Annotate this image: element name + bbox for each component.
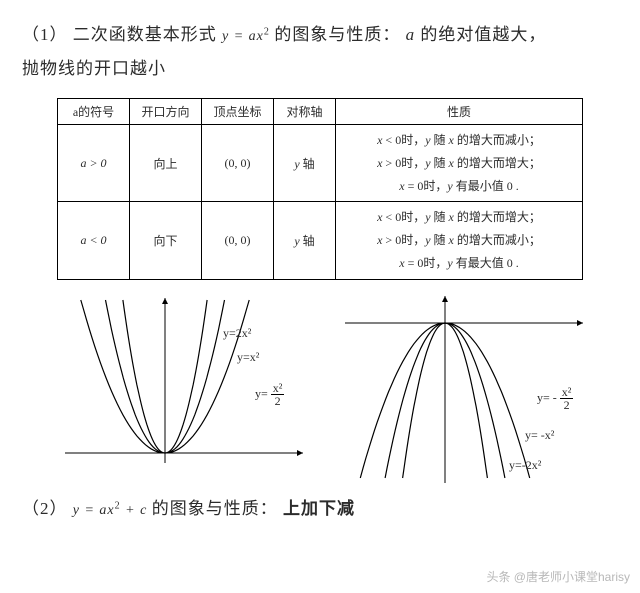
cell-sign: a > 0 bbox=[58, 125, 130, 202]
th-axis: 对称轴 bbox=[274, 99, 336, 125]
curve-label: y= - x²2 bbox=[537, 386, 573, 411]
cell-prop: x < 0时，y 随 x 的增大而增大； x > 0时，y 随 x 的增大而减小… bbox=[336, 202, 583, 279]
cell-dir: 向下 bbox=[130, 202, 202, 279]
table-row: a < 0 向下 (0, 0) y 轴 x < 0时，y 随 x 的增大而增大；… bbox=[58, 202, 583, 279]
chart-upward-parabolas: y=2x² y=x² y= x²2 bbox=[45, 288, 315, 488]
cell-dir: 向上 bbox=[130, 125, 202, 202]
p1: x < 0时，y 随 x 的增大而减小； bbox=[344, 129, 574, 152]
th-dir: 开口方向 bbox=[130, 99, 202, 125]
curve-label: y= -x² bbox=[525, 428, 554, 443]
th-prop: 性质 bbox=[336, 99, 583, 125]
sec1-post: 的图象与性质： bbox=[274, 25, 400, 44]
cell-sign: a < 0 bbox=[58, 202, 130, 279]
cell-axis: y 轴 bbox=[274, 125, 336, 202]
t: (0, 0) bbox=[225, 156, 251, 170]
sec2-formula: y = ax2 + c bbox=[73, 503, 152, 518]
curve-label: y=-2x² bbox=[509, 458, 541, 473]
p3: x = 0时，y 有最大值 0 . bbox=[344, 252, 574, 275]
cell-vertex: (0, 0) bbox=[202, 202, 274, 279]
curve-label: y=x² bbox=[237, 350, 259, 365]
sec2-post: 的图象与性质： bbox=[152, 499, 278, 518]
page: （1） 二次函数基本形式 y = ax2 的图象与性质： a 的绝对值越大， 抛… bbox=[0, 0, 640, 593]
t: a < 0 bbox=[80, 233, 106, 247]
sec1-line2: 抛物线的开口越小 bbox=[22, 59, 166, 78]
sec1-pre: 二次函数基本形式 bbox=[73, 25, 217, 44]
section-2-text: （2） y = ax2 + c 的图象与性质： 上加下减 bbox=[22, 494, 618, 519]
p2: x > 0时，y 随 x 的增大而增大； bbox=[344, 152, 574, 175]
section-1-text: （1） 二次函数基本形式 y = ax2 的图象与性质： a 的绝对值越大， 抛… bbox=[22, 18, 618, 86]
properties-table: a的符号 开口方向 顶点坐标 对称轴 性质 a > 0 向上 (0, 0) y … bbox=[57, 98, 583, 280]
p2: x > 0时，y 随 x 的增大而减小； bbox=[344, 229, 574, 252]
chart-downward-parabolas: y= - x²2 y= -x² y=-2x² bbox=[325, 288, 595, 488]
charts-row: y=2x² y=x² y= x²2 y= - x²2 y= -x² y=-2x² bbox=[22, 288, 618, 488]
table-header-row: a的符号 开口方向 顶点坐标 对称轴 性质 bbox=[58, 99, 583, 125]
sec1-formula: y = ax2 bbox=[222, 29, 274, 44]
t: a > 0 bbox=[80, 156, 106, 170]
cell-prop: x < 0时，y 随 x 的增大而减小； x > 0时，y 随 x 的增大而增大… bbox=[336, 125, 583, 202]
th-vertex: 顶点坐标 bbox=[202, 99, 274, 125]
cell-vertex: (0, 0) bbox=[202, 125, 274, 202]
th-sign: a的符号 bbox=[58, 99, 130, 125]
curve-label: y=2x² bbox=[223, 326, 251, 341]
watermark: 头条 @唐老师小课堂harisy bbox=[486, 568, 630, 585]
sec1-number: （1） bbox=[22, 25, 68, 44]
cell-axis: y 轴 bbox=[274, 202, 336, 279]
p3: x = 0时，y 有最小值 0 . bbox=[344, 175, 574, 198]
sec1-a: a bbox=[406, 25, 416, 44]
curve-label: y= x²2 bbox=[255, 382, 284, 407]
sec1-tail: 的绝对值越大， bbox=[420, 25, 546, 44]
p1: x < 0时，y 随 x 的增大而增大； bbox=[344, 206, 574, 229]
table-row: a > 0 向上 (0, 0) y 轴 x < 0时，y 随 x 的增大而减小；… bbox=[58, 125, 583, 202]
sec2-number: （2） bbox=[22, 499, 68, 518]
sec2-bold: 上加下减 bbox=[283, 499, 355, 518]
t: (0, 0) bbox=[225, 233, 251, 247]
